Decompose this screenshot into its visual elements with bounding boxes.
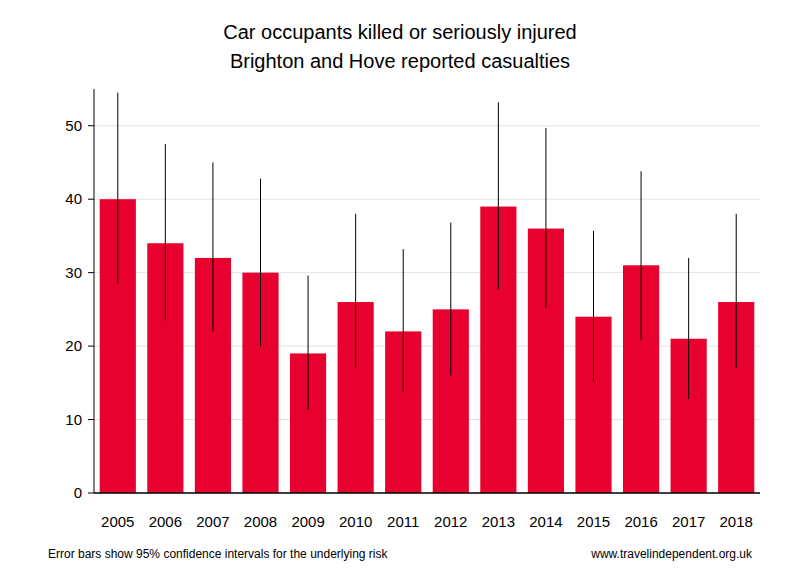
error-bar [260,179,261,346]
y-tick-label: 50 [65,117,82,134]
x-tick-label: 2016 [624,513,657,530]
x-tick-label: 2017 [672,513,705,530]
plot-marks [100,93,755,493]
x-axis [94,492,760,494]
y-tick [88,346,94,347]
error-bar [736,214,737,368]
y-tick [88,272,94,273]
x-tick-label: 2015 [577,513,610,530]
y-tick-label: 20 [65,337,82,354]
y-tick [88,199,94,200]
y-tick-label: 10 [65,411,82,428]
x-tick-label: 2012 [434,513,467,530]
x-tick-label: 2011 [387,513,419,530]
y-tick-label: 30 [65,264,82,281]
source: www.travelindependent.org.uk [590,547,753,561]
y-axis [94,89,95,493]
grid-line [94,272,760,273]
x-tick-label: 2009 [291,513,324,530]
error-bar [450,223,451,376]
x-tick-label: 2013 [482,513,515,530]
y-tick-label: 0 [74,484,82,501]
y-tick [88,419,94,420]
subtitle: Brighton and Hove reported casualties [230,50,570,72]
error-bar [498,102,499,289]
x-tick-label: 2008 [244,513,277,530]
chart-container: Car occupants killed or seriously injure… [0,0,800,580]
x-tick-label: 2014 [529,513,562,530]
error-bar [593,231,594,382]
grid-line [94,346,760,347]
grid-line [94,419,760,420]
x-tick-label: 2005 [101,513,134,530]
grid-line [94,125,760,126]
chart-svg: Car occupants killed or seriously injure… [0,0,800,580]
error-bar [117,93,118,284]
title: Car occupants killed or seriously injure… [223,21,577,43]
error-bar [308,276,309,410]
error-bar [212,162,213,331]
error-bar [403,249,404,392]
note: Error bars show 95% confidence intervals… [48,547,388,561]
error-bar [641,171,642,340]
x-tick-label: 2018 [720,513,753,530]
x-tick-label: 2006 [149,513,182,530]
x-tick-label: 2010 [339,513,372,530]
error-bar [688,258,689,399]
error-bar [355,214,356,368]
grid-line [94,493,760,494]
error-bar [545,128,546,308]
x-tick-label: 2007 [196,513,229,530]
error-bar [165,144,166,320]
y-tick [88,493,94,494]
y-tick-label: 40 [65,190,82,207]
grid-line [94,199,760,200]
y-tick [88,125,94,126]
